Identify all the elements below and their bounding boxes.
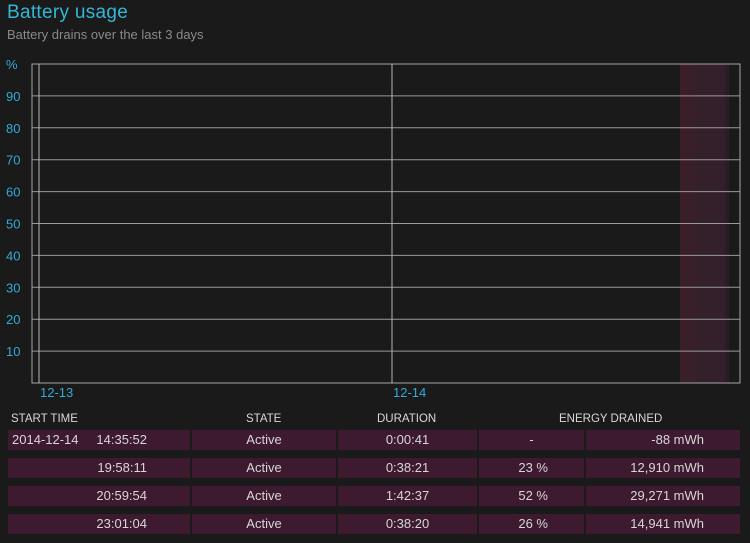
y-tick-label: 40 [6,248,20,263]
start-time-cell: 23:01:04 [8,514,190,534]
start-time: 23:01:04 [96,516,147,531]
table-header: START TIME STATE DURATION ENERGY DRAINED [0,413,750,429]
table-row[interactable]: 2014-12-14 14:35:52 Active 0:00:41 - -88… [8,430,740,450]
header-energy-drained: ENERGY DRAINED [559,413,663,425]
x-tick-label: 12-13 [40,385,73,400]
state-cell: Active [192,430,336,450]
start-time: 14:35:52 [96,432,147,447]
state-cell: Active [192,486,336,506]
duration-cell: 0:00:41 [338,430,477,450]
percent-cell: 52 % [479,486,584,506]
y-axis-label: % [6,57,18,72]
y-tick-label: 10 [6,344,20,359]
duration-cell: 0:38:21 [338,458,477,478]
page-subtitle: Battery drains over the last 3 days [7,27,204,42]
energy-cell: -88 mWh [586,430,740,450]
table-row[interactable]: 23:01:04 Active 0:38:20 26 % 14,941 mWh [8,514,740,534]
start-time: 20:59:54 [96,488,147,503]
table-row[interactable]: 19:58:11 Active 0:38:21 23 % 12,910 mWh [8,458,740,478]
y-tick-label: 20 [6,312,20,327]
state-cell: Active [192,458,336,478]
percent-cell: 26 % [479,514,584,534]
y-tick-label: 60 [6,185,20,200]
state-cell: Active [192,514,336,534]
start-date: 2014-12-14 [12,432,79,447]
start-time-cell: 2014-12-14 14:35:52 [8,430,190,450]
x-tick-label: 12-14 [393,385,426,400]
percent-cell: 23 % [479,458,584,478]
y-tick-label: 30 [6,280,20,295]
table-row[interactable]: 20:59:54 Active 1:42:37 52 % 29,271 mWh [8,486,740,506]
energy-cell: 14,941 mWh [586,514,740,534]
energy-cell: 29,271 mWh [586,486,740,506]
start-time-cell: 19:58:11 [8,458,190,478]
percent-cell: - [479,430,584,450]
duration-cell: 0:38:20 [338,514,477,534]
y-tick-label: 90 [6,89,20,104]
page-title: Battery usage [7,2,129,23]
battery-drain-chart: 10 20 30 40 50 60 70 80 90% 12-13 12-14 [6,57,741,400]
duration-cell: 1:42:37 [338,486,477,506]
energy-cell: 12,910 mWh [586,458,740,478]
header-start-time: START TIME [11,413,78,425]
start-time: 19:58:11 [97,460,147,475]
y-tick-label: 70 [6,153,20,168]
header-state: STATE [246,413,282,425]
y-tick-label: 80 [6,121,20,136]
start-time-cell: 20:59:54 [8,486,190,506]
header-duration: DURATION [377,413,437,425]
y-tick-label: 50 [6,217,20,232]
